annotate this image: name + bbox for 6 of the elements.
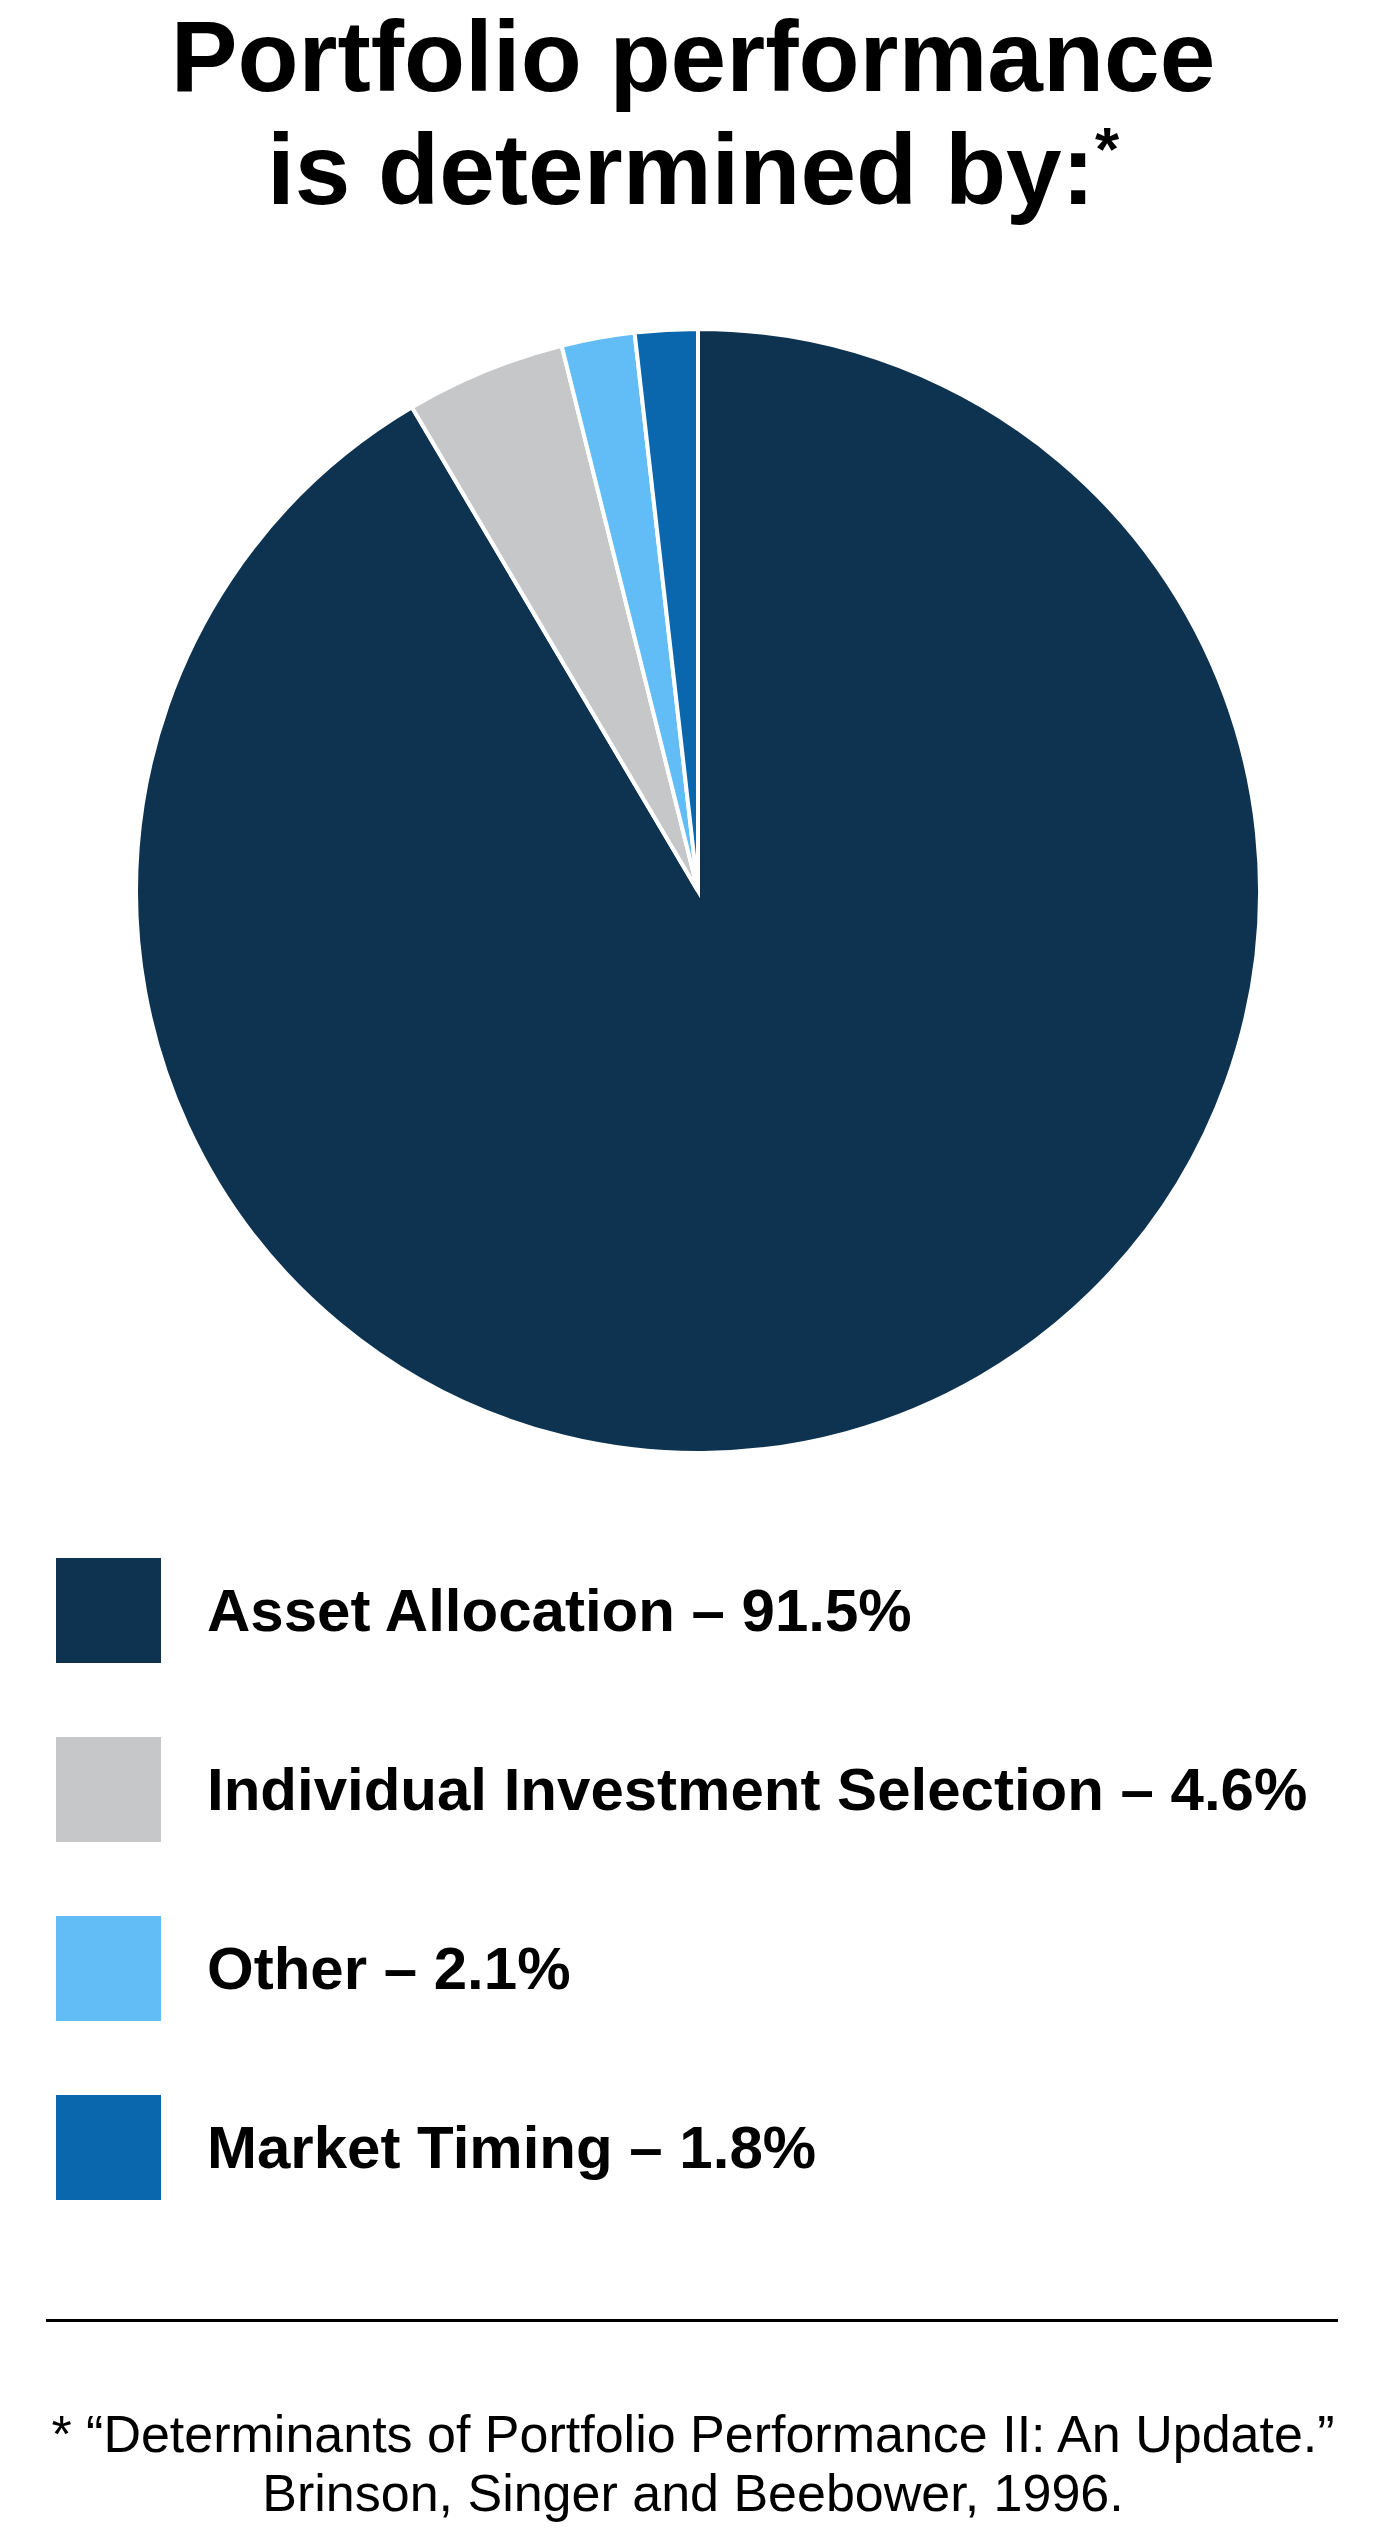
legend-label: Other – 2.1% xyxy=(207,1933,571,2004)
text: * “Determinants of Portfolio Performance II: An Update.” Brinson, Singer and Beebower, 1996. xyxy=(50,2405,1336,2523)
legend-label: Market Timing – 1.8% xyxy=(207,2112,817,2183)
legend-label: Individual Investment Selection – 4.6% xyxy=(207,1754,1308,1825)
legend-label: Asset Allocation – 91.5% xyxy=(207,1575,912,1646)
chart-title: Portfolio performance is determined by:$^{*}$ xyxy=(169,0,1217,226)
